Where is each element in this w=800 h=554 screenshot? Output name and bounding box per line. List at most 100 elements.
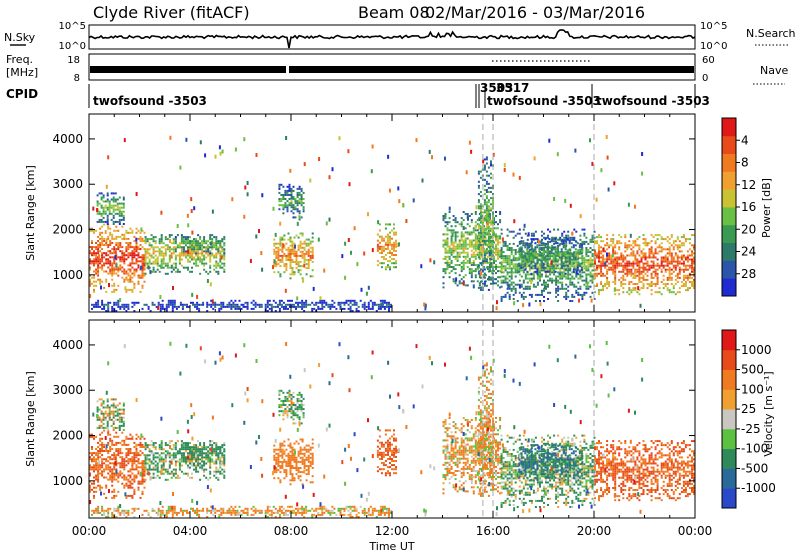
power-cell	[283, 238, 286, 241]
power-cell	[91, 282, 93, 285]
power-cell	[549, 267, 552, 270]
velocity-cell	[131, 462, 134, 465]
power-cell	[291, 273, 294, 276]
power-cell	[182, 266, 185, 269]
power-cell	[492, 231, 494, 234]
power-cell	[648, 248, 651, 251]
power-cell	[284, 204, 287, 207]
power-cell	[359, 299, 362, 302]
velocity-cell	[113, 490, 116, 493]
power-cell	[169, 299, 172, 302]
velocity-cell	[95, 476, 98, 479]
power-cell	[442, 268, 445, 271]
power-cell	[636, 283, 639, 285]
power-cell	[528, 277, 531, 280]
power-cell	[510, 249, 513, 251]
power-cell	[526, 273, 529, 276]
power-cell	[670, 256, 673, 259]
power-cell	[118, 212, 121, 215]
velocity-cell	[93, 464, 95, 467]
power-cell	[458, 241, 461, 244]
power-cell	[93, 262, 95, 265]
power-cell	[119, 250, 122, 253]
power-cell	[292, 216, 295, 219]
power-cell	[207, 244, 210, 247]
power-cell	[678, 260, 681, 263]
power-cell	[693, 258, 695, 261]
power-cell	[530, 293, 533, 296]
power-cell	[626, 244, 629, 247]
power-cell	[231, 197, 234, 202]
power-cell	[190, 209, 193, 213]
power-cell	[458, 274, 461, 277]
power-cell	[112, 223, 115, 225]
power-cell	[165, 307, 168, 310]
power-cell	[448, 249, 451, 252]
power-cell	[514, 269, 517, 272]
power-cell	[129, 270, 132, 273]
power-cell	[530, 258, 533, 261]
power-cell	[285, 267, 288, 270]
velocity-cell	[91, 446, 93, 448]
power-cell	[676, 238, 679, 241]
power-cell	[524, 254, 527, 257]
power-cell	[106, 198, 109, 201]
power-cell	[387, 243, 389, 246]
power-cell	[230, 299, 233, 302]
velocity-cell	[119, 450, 122, 452]
power-cell	[664, 268, 667, 271]
power-cell	[460, 268, 463, 271]
power-cell	[646, 256, 649, 259]
power-cell	[508, 285, 511, 288]
power-cell	[444, 261, 447, 264]
power-cell	[581, 259, 584, 262]
power-cell	[648, 264, 651, 267]
power-cell	[585, 251, 588, 254]
power-cell	[285, 136, 288, 140]
power-cell	[670, 234, 673, 237]
power-cell	[495, 249, 497, 252]
power-cell	[129, 276, 132, 279]
power-cell	[563, 269, 566, 272]
power-cell	[165, 303, 168, 306]
power-colorbar-tick-label: 4	[741, 133, 749, 147]
power-cell	[141, 240, 144, 242]
power-cell	[487, 288, 490, 291]
power-cell	[612, 281, 615, 283]
power-cell	[442, 215, 445, 217]
power-cell	[115, 242, 118, 244]
power-cell	[450, 239, 453, 242]
power-cell	[485, 189, 488, 191]
power-cell	[102, 206, 105, 209]
power-cell	[301, 246, 304, 249]
power-cell	[622, 254, 625, 257]
power-cell	[530, 240, 533, 243]
velocity-cell	[113, 452, 116, 455]
velocity-cell	[113, 458, 116, 461]
power-cell	[217, 248, 220, 251]
power-cell	[680, 254, 683, 257]
power-cell	[137, 264, 140, 267]
power-cell	[115, 237, 118, 240]
power-cell	[518, 273, 521, 276]
power-cell	[285, 254, 288, 257]
power-cell	[199, 252, 202, 255]
power-cell	[660, 242, 663, 245]
power-cell	[536, 246, 539, 249]
noise-trace	[88, 29, 696, 49]
power-cell	[686, 258, 689, 261]
power-cell	[534, 252, 537, 255]
power-cell	[551, 265, 554, 268]
power-cell	[203, 264, 206, 267]
power-cell	[620, 258, 623, 261]
power-cell	[526, 248, 529, 251]
power-cell	[116, 198, 119, 201]
power-cell	[125, 278, 128, 281]
power-cell	[93, 260, 95, 263]
power-cell	[555, 275, 558, 278]
power-cell	[612, 240, 615, 243]
power-cell	[129, 268, 132, 271]
power-cell	[212, 303, 215, 306]
power-cell	[528, 249, 531, 251]
power-cell	[223, 254, 226, 257]
